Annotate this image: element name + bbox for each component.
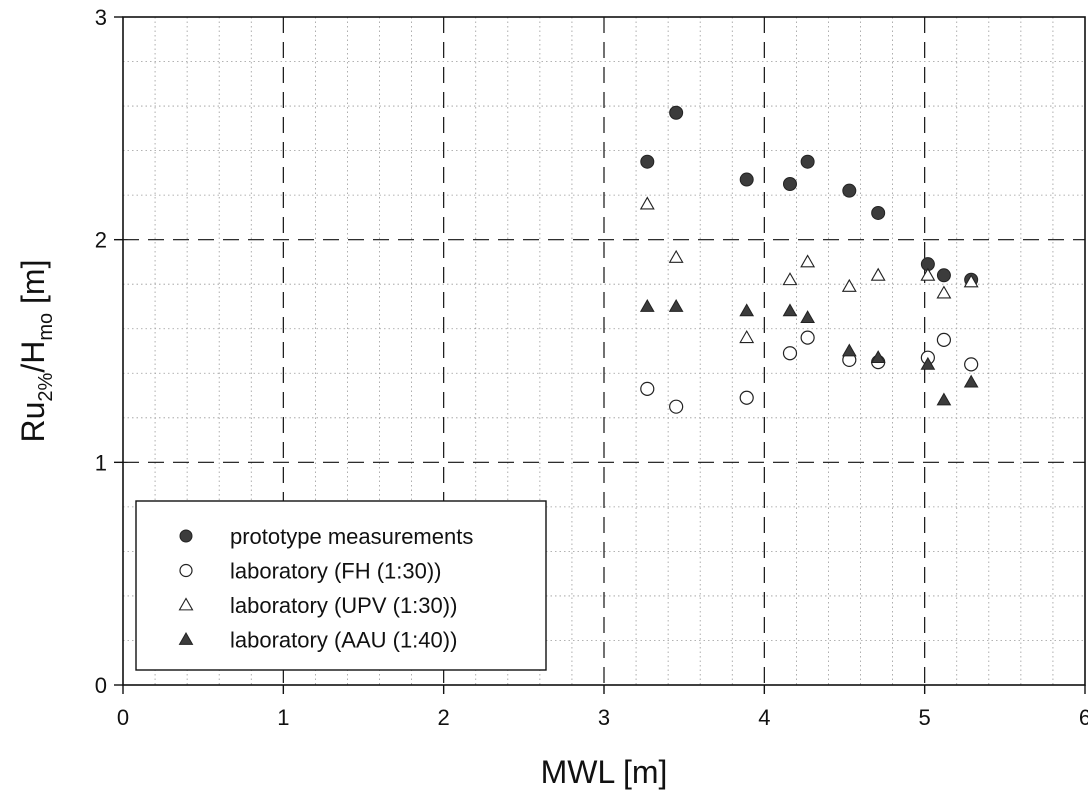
point-circle-open <box>739 390 754 405</box>
point-triangle-open <box>870 267 886 281</box>
point-triangle-open <box>936 285 952 299</box>
x-tick-label: 4 <box>758 705 770 730</box>
point-triangle-filled <box>739 303 755 317</box>
y-axis-title-slash: /H <box>15 341 51 373</box>
point-circle-filled <box>871 205 886 220</box>
point-circle-filled <box>842 183 857 198</box>
point-triangle-filled <box>963 374 979 388</box>
x-tick-label: 1 <box>277 705 289 730</box>
point-triangle-open <box>668 249 684 263</box>
point-triangle-open <box>841 278 857 292</box>
point-triangle-filled <box>920 356 936 370</box>
x-tick-label: 2 <box>438 705 450 730</box>
x-tick-label: 3 <box>598 705 610 730</box>
point-triangle-filled <box>639 298 655 312</box>
legend-marker-triangle-filled <box>178 631 194 645</box>
y-axis-title-subscript-2: mo <box>35 313 57 341</box>
legend-marker-circle-filled <box>179 529 193 543</box>
x-tick-label: 6 <box>1079 705 1088 730</box>
legend-box <box>135 500 547 671</box>
y-axis-title: Ru2%/Hmo [m] <box>15 260 57 443</box>
legend-label: laboratory (UPV (1:30)) <box>230 593 457 618</box>
point-circle-open <box>669 399 684 414</box>
data-points <box>639 105 979 414</box>
point-circle-filled <box>936 268 951 283</box>
point-triangle-open <box>639 196 655 210</box>
point-triangle-open <box>963 274 979 288</box>
point-circle-open <box>936 332 952 347</box>
point-triangle-open <box>920 267 936 281</box>
x-axis-title: MWL [m] <box>541 754 668 790</box>
point-circle-open <box>800 330 815 345</box>
point-circle-filled <box>669 105 684 120</box>
point-triangle-filled <box>936 392 952 406</box>
point-triangle-filled <box>800 310 815 323</box>
y-tick-label: 3 <box>95 5 107 30</box>
axes: 0 1 2 3 4 5 6 0 1 2 3 <box>95 5 1088 730</box>
point-triangle-open <box>782 272 798 286</box>
y-tick-label: 2 <box>95 228 107 253</box>
point-triangle-filled <box>870 350 886 364</box>
y-axis-title-unit: [m] <box>15 260 51 313</box>
legend-label: laboratory (FH (1:30)) <box>230 559 442 584</box>
x-tick-label: 5 <box>919 705 931 730</box>
legend-label: laboratory (AAU (1:40)) <box>230 628 457 653</box>
legend-label: prototype measurements <box>230 524 473 549</box>
y-tick-label: 1 <box>95 450 107 475</box>
point-triangle-filled <box>782 303 798 317</box>
point-circle-open <box>640 381 655 396</box>
y-axis-title-base: Ru <box>15 402 51 443</box>
point-circle-open <box>964 357 979 372</box>
legend: prototype measurements laboratory (FH (1:… <box>135 500 547 671</box>
point-triangle-filled <box>841 343 857 357</box>
point-triangle-filled <box>668 298 684 312</box>
legend-marker-triangle-open <box>178 597 194 611</box>
point-circle-filled <box>782 177 797 191</box>
y-axis-title-subscript-1: 2% <box>35 372 57 401</box>
point-circle-filled <box>640 154 655 169</box>
y-tick-label: 0 <box>95 673 107 698</box>
point-circle-filled <box>739 172 754 187</box>
point-triangle-open <box>800 254 816 268</box>
point-circle-filled <box>800 154 815 169</box>
point-circle-open <box>782 346 798 361</box>
x-tick-label: 0 <box>117 705 129 730</box>
legend-marker-circle-open <box>179 563 193 578</box>
point-triangle-open <box>739 330 755 344</box>
